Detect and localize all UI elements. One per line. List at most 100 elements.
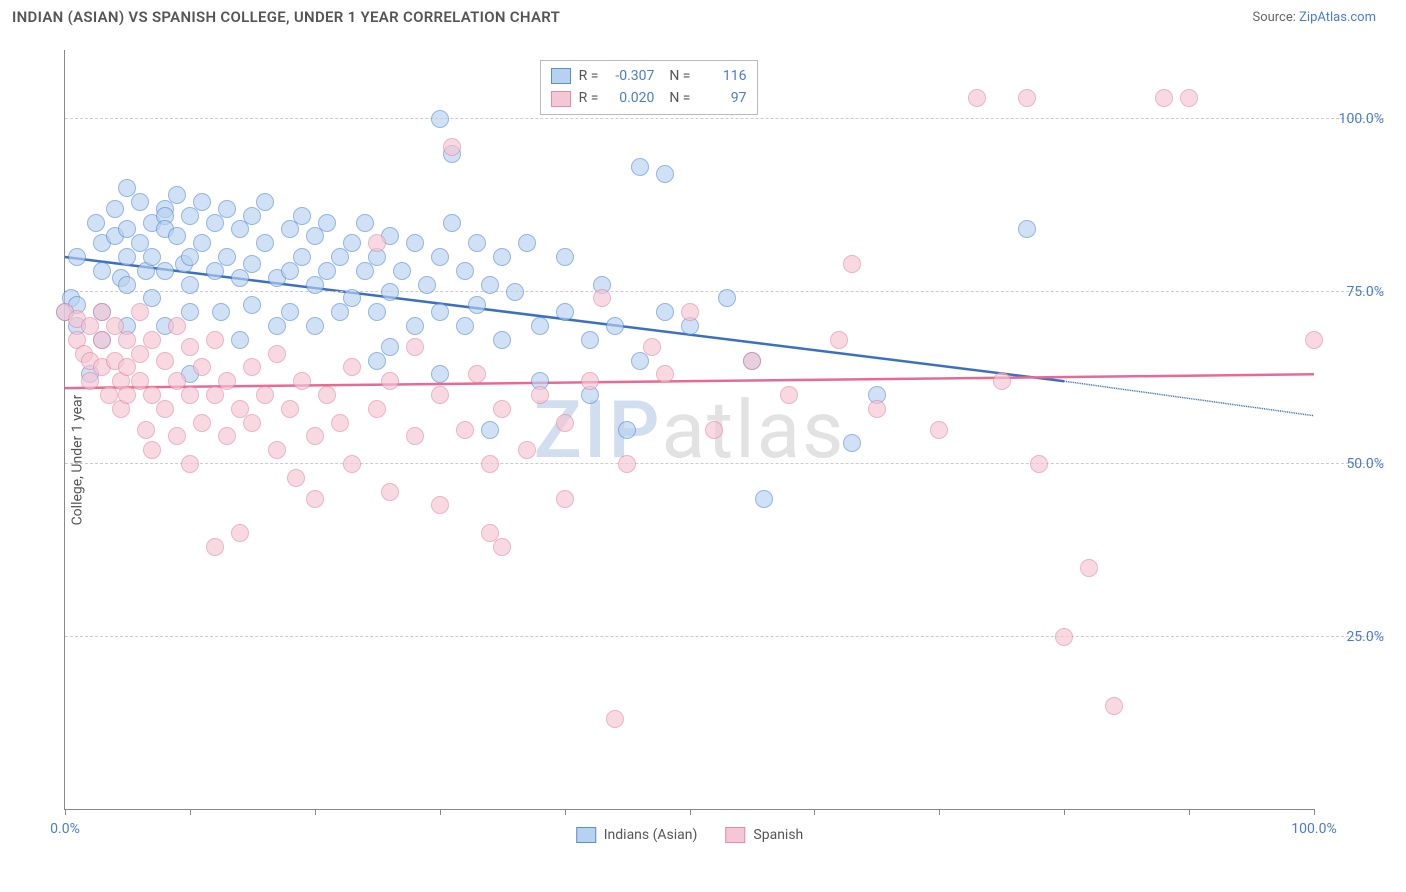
x-tick — [1189, 809, 1190, 815]
scatter-point — [331, 414, 349, 432]
scatter-point — [256, 386, 274, 404]
scatter-point — [281, 262, 299, 280]
scatter-point — [368, 303, 386, 321]
scatter-point — [343, 234, 361, 252]
series-legend-item: Indians (Asian) — [576, 827, 698, 843]
scatter-point — [443, 138, 461, 156]
scatter-point — [243, 207, 261, 225]
gridline — [65, 463, 1384, 464]
scatter-point — [218, 427, 236, 445]
scatter-point — [212, 303, 230, 321]
scatter-point — [243, 296, 261, 314]
scatter-point — [1018, 89, 1036, 107]
scatter-point — [1105, 697, 1123, 715]
scatter-point — [193, 234, 211, 252]
x-tick — [65, 809, 66, 815]
scatter-point — [556, 248, 574, 266]
scatter-point — [1055, 628, 1073, 646]
scatter-point — [68, 248, 86, 266]
scatter-point — [456, 262, 474, 280]
scatter-point — [606, 317, 624, 335]
scatter-point — [381, 372, 399, 390]
scatter-point — [256, 234, 274, 252]
scatter-point — [406, 338, 424, 356]
legend-stat-row: R =-0.307 N =116 — [551, 65, 747, 87]
n-value: 116 — [699, 65, 747, 87]
scatter-point — [618, 455, 636, 473]
scatter-point — [493, 538, 511, 556]
scatter-point — [206, 214, 224, 232]
legend-stat-row: R =0.020 N =97 — [551, 87, 747, 109]
scatter-point — [218, 248, 236, 266]
scatter-point — [1305, 331, 1323, 349]
scatter-point — [231, 269, 249, 287]
scatter-point — [193, 193, 211, 211]
scatter-point — [1155, 89, 1173, 107]
scatter-point — [493, 331, 511, 349]
x-tick — [1064, 809, 1065, 815]
scatter-point — [206, 331, 224, 349]
scatter-point — [556, 303, 574, 321]
scatter-point — [268, 345, 286, 363]
correlation-legend: R =-0.307 N =116R =0.020 N =97 — [540, 60, 758, 115]
chart-title: INDIAN (ASIAN) VS SPANISH COLLEGE, UNDER… — [12, 8, 560, 26]
scatter-point — [431, 110, 449, 128]
scatter-point — [381, 483, 399, 501]
scatter-point — [306, 276, 324, 294]
scatter-point — [705, 421, 723, 439]
scatter-point — [131, 345, 149, 363]
scatter-point — [656, 365, 674, 383]
scatter-point — [331, 248, 349, 266]
scatter-point — [681, 303, 699, 321]
scatter-point — [406, 427, 424, 445]
scatter-point — [156, 400, 174, 418]
scatter-point — [306, 427, 324, 445]
scatter-point — [830, 331, 848, 349]
series-legend: Indians (Asian)Spanish — [576, 827, 804, 843]
scatter-point — [481, 455, 499, 473]
scatter-point — [343, 289, 361, 307]
scatter-point — [268, 441, 286, 459]
scatter-point — [780, 386, 798, 404]
scatter-point — [356, 214, 374, 232]
scatter-point — [1018, 220, 1036, 238]
scatter-point — [118, 386, 136, 404]
scatter-point — [143, 331, 161, 349]
scatter-point — [143, 441, 161, 459]
scatter-point — [493, 400, 511, 418]
scatter-point — [531, 317, 549, 335]
scatter-point — [343, 358, 361, 376]
scatter-point — [1080, 559, 1098, 577]
scatter-point — [318, 386, 336, 404]
scatter-point — [131, 193, 149, 211]
scatter-point — [318, 262, 336, 280]
scatter-point — [331, 303, 349, 321]
scatter-point — [231, 524, 249, 542]
chart-area: College, Under 1 year ZIPatlas R =-0.307… — [12, 40, 1394, 880]
scatter-point — [118, 248, 136, 266]
scatter-point — [968, 89, 986, 107]
scatter-point — [406, 317, 424, 335]
r-value: 0.020 — [606, 87, 654, 109]
scatter-point — [87, 214, 105, 232]
scatter-point — [168, 186, 186, 204]
scatter-point — [281, 303, 299, 321]
x-tick — [190, 809, 191, 815]
scatter-point — [518, 234, 536, 252]
scatter-point — [755, 490, 773, 508]
scatter-point — [306, 317, 324, 335]
scatter-point — [293, 372, 311, 390]
scatter-point — [181, 207, 199, 225]
scatter-point — [431, 365, 449, 383]
scatter-point — [431, 303, 449, 321]
scatter-point — [156, 352, 174, 370]
scatter-point — [868, 400, 886, 418]
source-link[interactable]: ZipAtlas.com — [1299, 10, 1376, 25]
x-tick — [690, 809, 691, 815]
scatter-point — [243, 358, 261, 376]
scatter-point — [368, 352, 386, 370]
scatter-point — [581, 331, 599, 349]
scatter-point — [381, 283, 399, 301]
scatter-point — [656, 303, 674, 321]
scatter-point — [406, 234, 424, 252]
